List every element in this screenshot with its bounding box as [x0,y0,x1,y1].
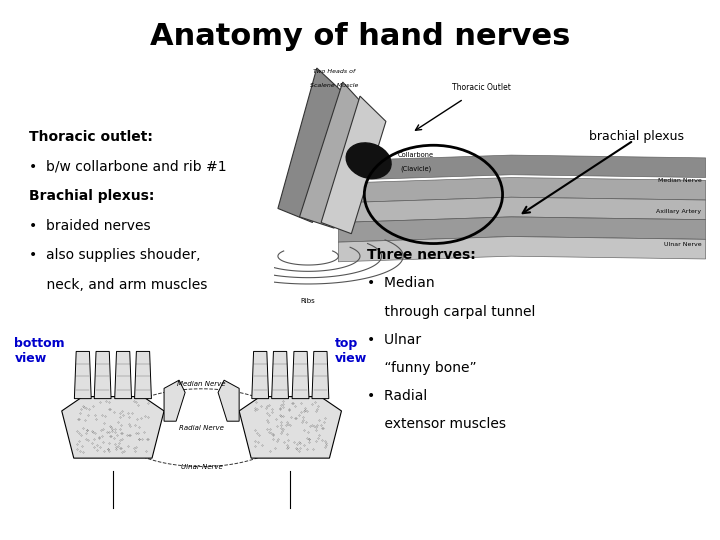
Polygon shape [135,352,151,399]
Text: (Clavicle): (Clavicle) [400,166,432,172]
Text: Brachial plexus:: Brachial plexus: [29,189,154,203]
Text: Collarbone: Collarbone [398,152,434,158]
Polygon shape [62,396,164,458]
Text: Ulnar Nerve: Ulnar Nerve [181,464,222,470]
Ellipse shape [346,143,391,179]
Text: brachial plexus: brachial plexus [589,130,684,143]
Polygon shape [338,178,706,203]
Text: Axillary Artery: Axillary Artery [656,209,701,214]
Text: Two Heads of: Two Heads of [313,69,355,73]
Polygon shape [338,155,706,180]
Text: •  b/w collarbone and rib #1: • b/w collarbone and rib #1 [29,159,226,173]
Text: •  braided nerves: • braided nerves [29,219,150,233]
Text: •  also supplies shouder,: • also supplies shouder, [29,248,200,262]
Polygon shape [292,352,309,399]
Text: extensor muscles: extensor muscles [367,417,506,431]
Text: Thoracic Outlet: Thoracic Outlet [451,83,510,92]
Text: through carpal tunnel: through carpal tunnel [367,305,536,319]
Polygon shape [338,217,706,242]
Text: Radial Nerve: Radial Nerve [179,424,224,431]
Polygon shape [338,197,706,222]
Text: •  Ulnar: • Ulnar [367,333,421,347]
Polygon shape [94,352,111,399]
Text: neck, and arm muscles: neck, and arm muscles [29,278,207,292]
Text: bottom
view: bottom view [14,337,65,365]
Text: Thoracic outlet:: Thoracic outlet: [29,130,153,144]
Polygon shape [278,68,347,222]
Text: Ulnar Nerve: Ulnar Nerve [664,242,701,247]
Polygon shape [312,352,329,399]
Text: Median Nerve: Median Nerve [177,381,226,387]
Text: Anatomy of hand nerves: Anatomy of hand nerves [150,22,570,51]
Text: Ribs: Ribs [301,298,315,304]
Text: Median Nerve: Median Nerve [657,178,701,183]
Text: top
view: top view [335,337,367,365]
Polygon shape [300,82,369,228]
Polygon shape [271,352,289,399]
Text: “funny bone”: “funny bone” [367,361,477,375]
Polygon shape [218,380,239,421]
Text: Scalene Muscle: Scalene Muscle [310,83,359,87]
Polygon shape [74,352,91,399]
Polygon shape [239,396,341,458]
Polygon shape [164,380,185,421]
Polygon shape [321,96,386,234]
Polygon shape [338,237,706,262]
Text: Three nerves:: Three nerves: [367,248,476,262]
Polygon shape [114,352,132,399]
Polygon shape [252,352,269,399]
Text: •  Median: • Median [367,276,435,291]
Text: •  Radial: • Radial [367,389,428,403]
